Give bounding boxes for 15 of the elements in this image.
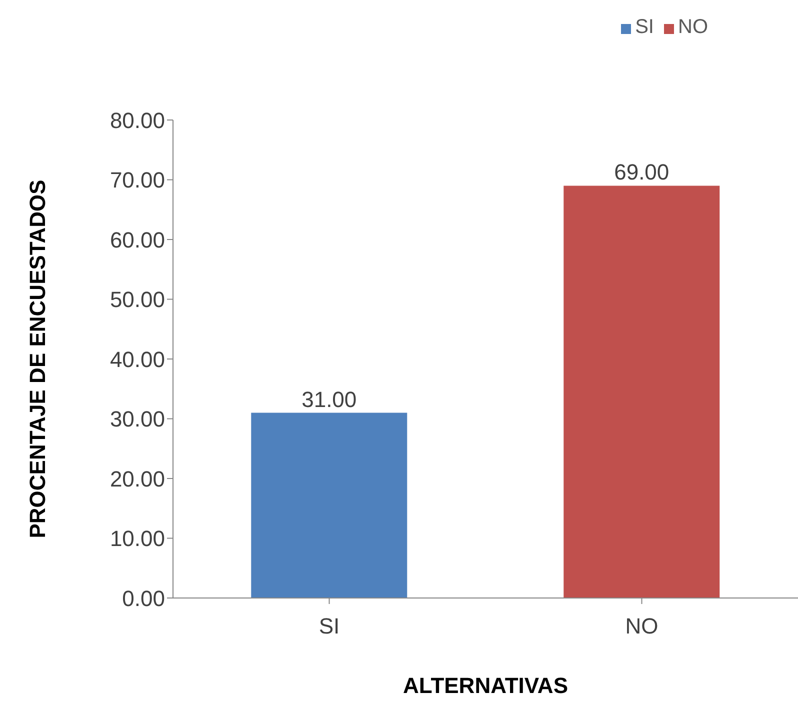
y-tick-label: 50.00 xyxy=(110,287,165,312)
y-tick-label: 60.00 xyxy=(110,227,165,252)
y-tick-label: 80.00 xyxy=(110,108,165,133)
data-label: 31.00 xyxy=(302,386,357,412)
legend-label: NO xyxy=(678,16,708,38)
y-tick-label: 20.00 xyxy=(110,466,165,492)
y-tick-label: 10.00 xyxy=(110,526,165,552)
y-tick-label: 40.00 xyxy=(110,346,165,372)
y-axis-title: PROCENTAJE DE ENCUESTADOS xyxy=(24,180,50,538)
legend-label: SI xyxy=(635,16,654,38)
data-label: 69.00 xyxy=(614,160,670,185)
y-tick-label: 70.00 xyxy=(110,168,165,193)
x-axis-title: ALTERNATIVAS xyxy=(403,673,568,698)
y-tick-label: 0.00 xyxy=(122,586,165,611)
y-tick-label: 30.00 xyxy=(110,406,165,432)
